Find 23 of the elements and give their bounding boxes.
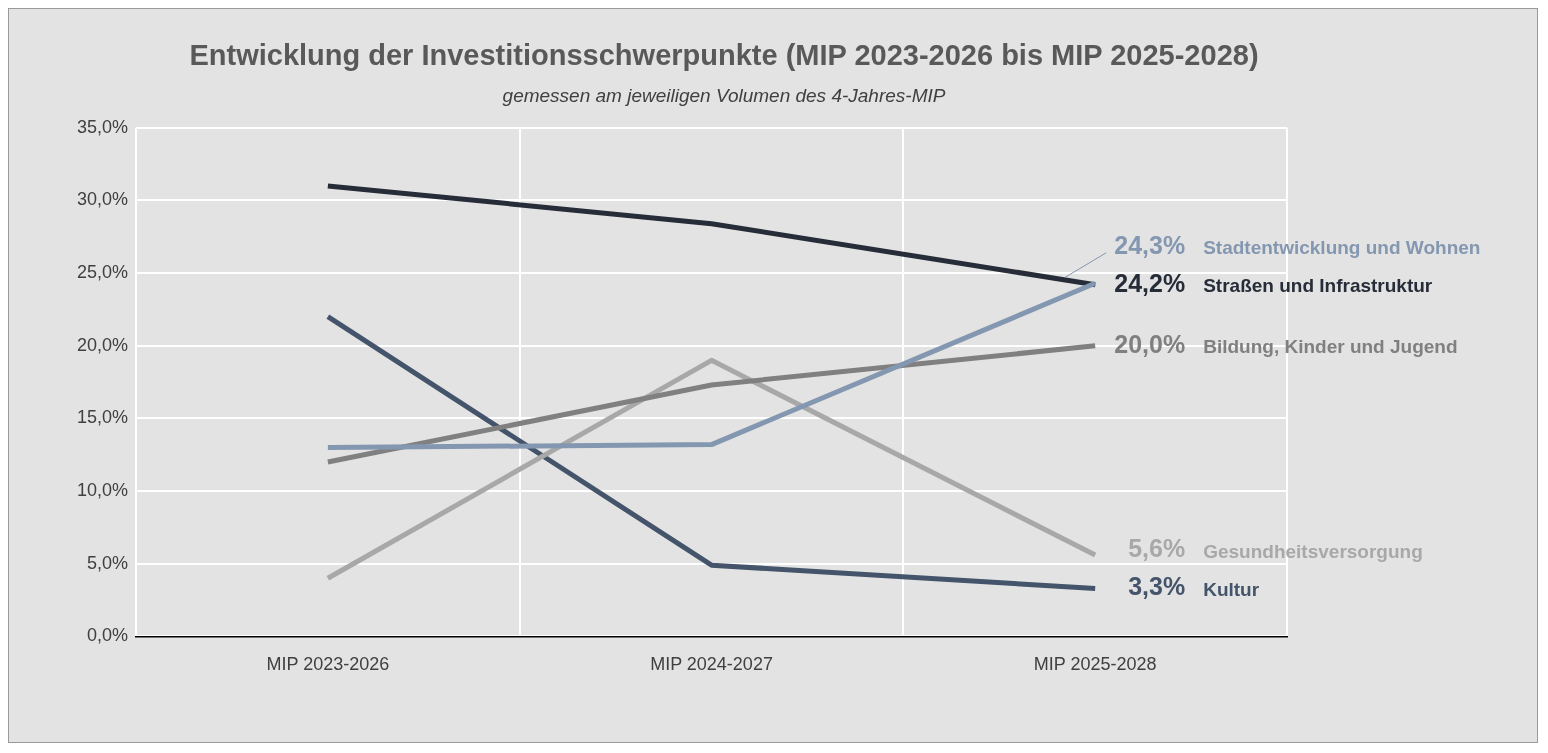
- text: Kultur: [1203, 578, 1260, 600]
- data-label: 20,0%: [1114, 329, 1186, 358]
- y-tick-label: 10,0%: [76, 480, 129, 501]
- y-tick-label: 35,0%: [76, 116, 129, 137]
- text: Straßen und Infrastruktur: [1203, 274, 1433, 296]
- data-label: 24,2%: [1114, 268, 1186, 297]
- y-tick-label: 5,0%: [87, 552, 129, 573]
- y-tick-label: 20,0%: [76, 334, 129, 355]
- data-label: 3,3%: [1128, 572, 1186, 601]
- data-label: 24,3%: [1114, 230, 1186, 259]
- text: Stadtentwicklung und Wohnen: [1203, 236, 1481, 258]
- x-tick-label: MIP 2023-2026: [266, 654, 390, 675]
- chart-title: Entwicklung der Investitionsschwerpunkte (MIP 2023-2026 bis MIP 2025-2028): [188, 39, 1260, 72]
- y-tick-label: 15,0%: [76, 407, 129, 428]
- x-tick-label: MIP 2024-2027: [650, 654, 773, 675]
- y-tick-label: 0,0%: [87, 625, 129, 646]
- y-tick-label: 25,0%: [76, 262, 129, 283]
- data-label: 5,6%: [1128, 534, 1186, 563]
- y-tick-label: 30,0%: [76, 189, 129, 210]
- x-tick-label: MIP 2025-2028: [1033, 654, 1157, 675]
- chart-subtitle: gemessen am jeweiligen Volumen des 4-Jahres-MIP: [501, 85, 947, 107]
- text: Gesundheitsversorgung: [1203, 540, 1423, 562]
- text: Bildung, Kinder und Jugend: [1203, 336, 1458, 358]
